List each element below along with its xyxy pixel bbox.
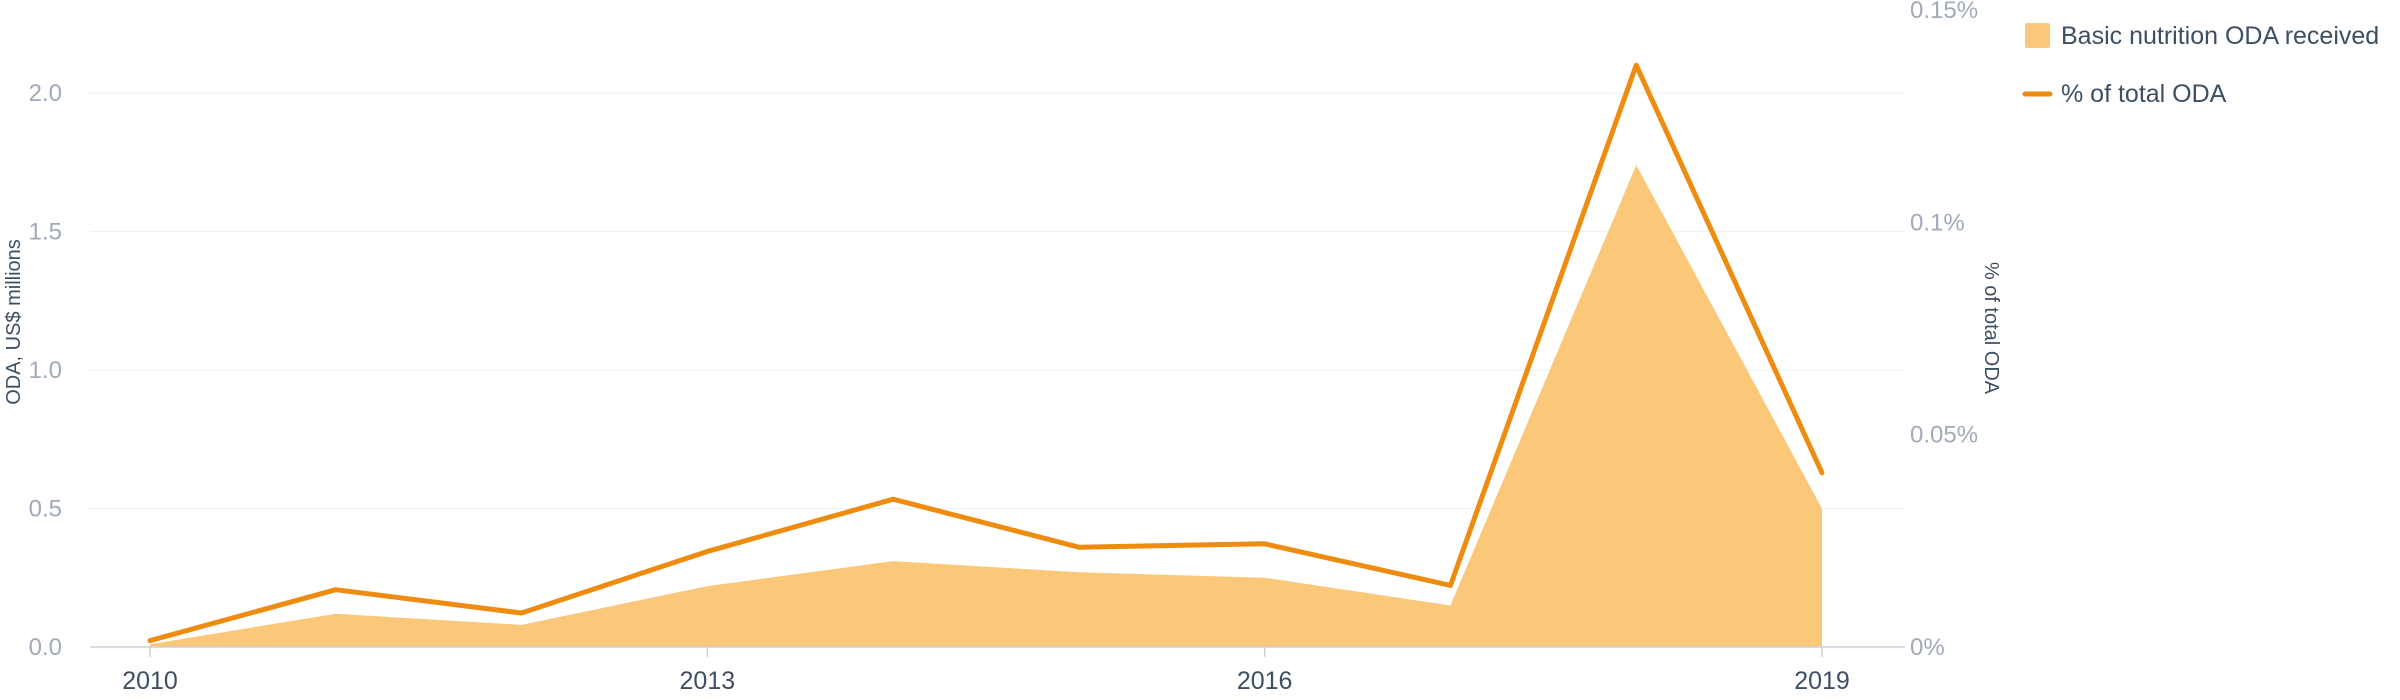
y-right-tick-label: 0.1% [1910,209,1965,236]
y-left-tick-label: 0.5 [29,496,62,523]
area-point [519,622,525,628]
y-right-tick-label: 0.05% [1910,422,1978,449]
y-right-tick-label: 0.15% [1910,0,1978,24]
y-left-tick-label: 0.0 [29,634,62,661]
axes: 0.0 0.5 1.0 1.5 2.0 0% 0.05% 0.1% 0.15% 2010 2013 2… [29,0,1978,695]
y-left-tick-label: 1.0 [29,357,62,384]
legend-label-basic-nutrition: Basic nutrition ODA received [2061,22,2379,50]
line-point [333,587,339,593]
line-point [147,638,153,644]
area-point [890,558,896,564]
area-point [1819,506,1825,512]
area-point [333,611,339,617]
area-point [1447,602,1453,608]
line-point [1633,62,1639,68]
legend-label-pct-total-oda: % of total ODA [2061,80,2227,108]
line-series-layer [147,62,1825,644]
legend: Basic nutrition ODA received % of total … [2022,22,2379,108]
area-point [1633,162,1639,168]
line-point [1076,544,1082,550]
line-point [1819,470,1825,476]
area-series-layer [150,162,1825,648]
area-basic-nutrition-oda [150,165,1822,648]
x-tick-label: 2010 [122,667,178,695]
y-left-tick-label: 1.5 [29,219,62,246]
line-point [1262,541,1268,547]
x-tick-label: 2013 [680,667,736,695]
legend-swatch-basic-nutrition [2025,23,2050,48]
y-axis-right-title: % of total ODA [1980,262,2002,395]
line-pct-total-oda [147,62,1825,644]
line-point [890,496,896,502]
x-tick-label: 2019 [1794,667,1850,695]
y-axis-left-title: ODA, US$ millions [3,239,25,405]
area-point [704,583,710,589]
line-point [704,548,710,554]
area-point [1262,575,1268,581]
area-point [1076,569,1082,575]
y-right-tick-label: 0% [1910,634,1945,661]
x-tick-label: 2016 [1237,667,1293,695]
line-point [519,610,525,616]
line-point [1447,582,1453,588]
y-left-tick-label: 2.0 [29,80,62,107]
